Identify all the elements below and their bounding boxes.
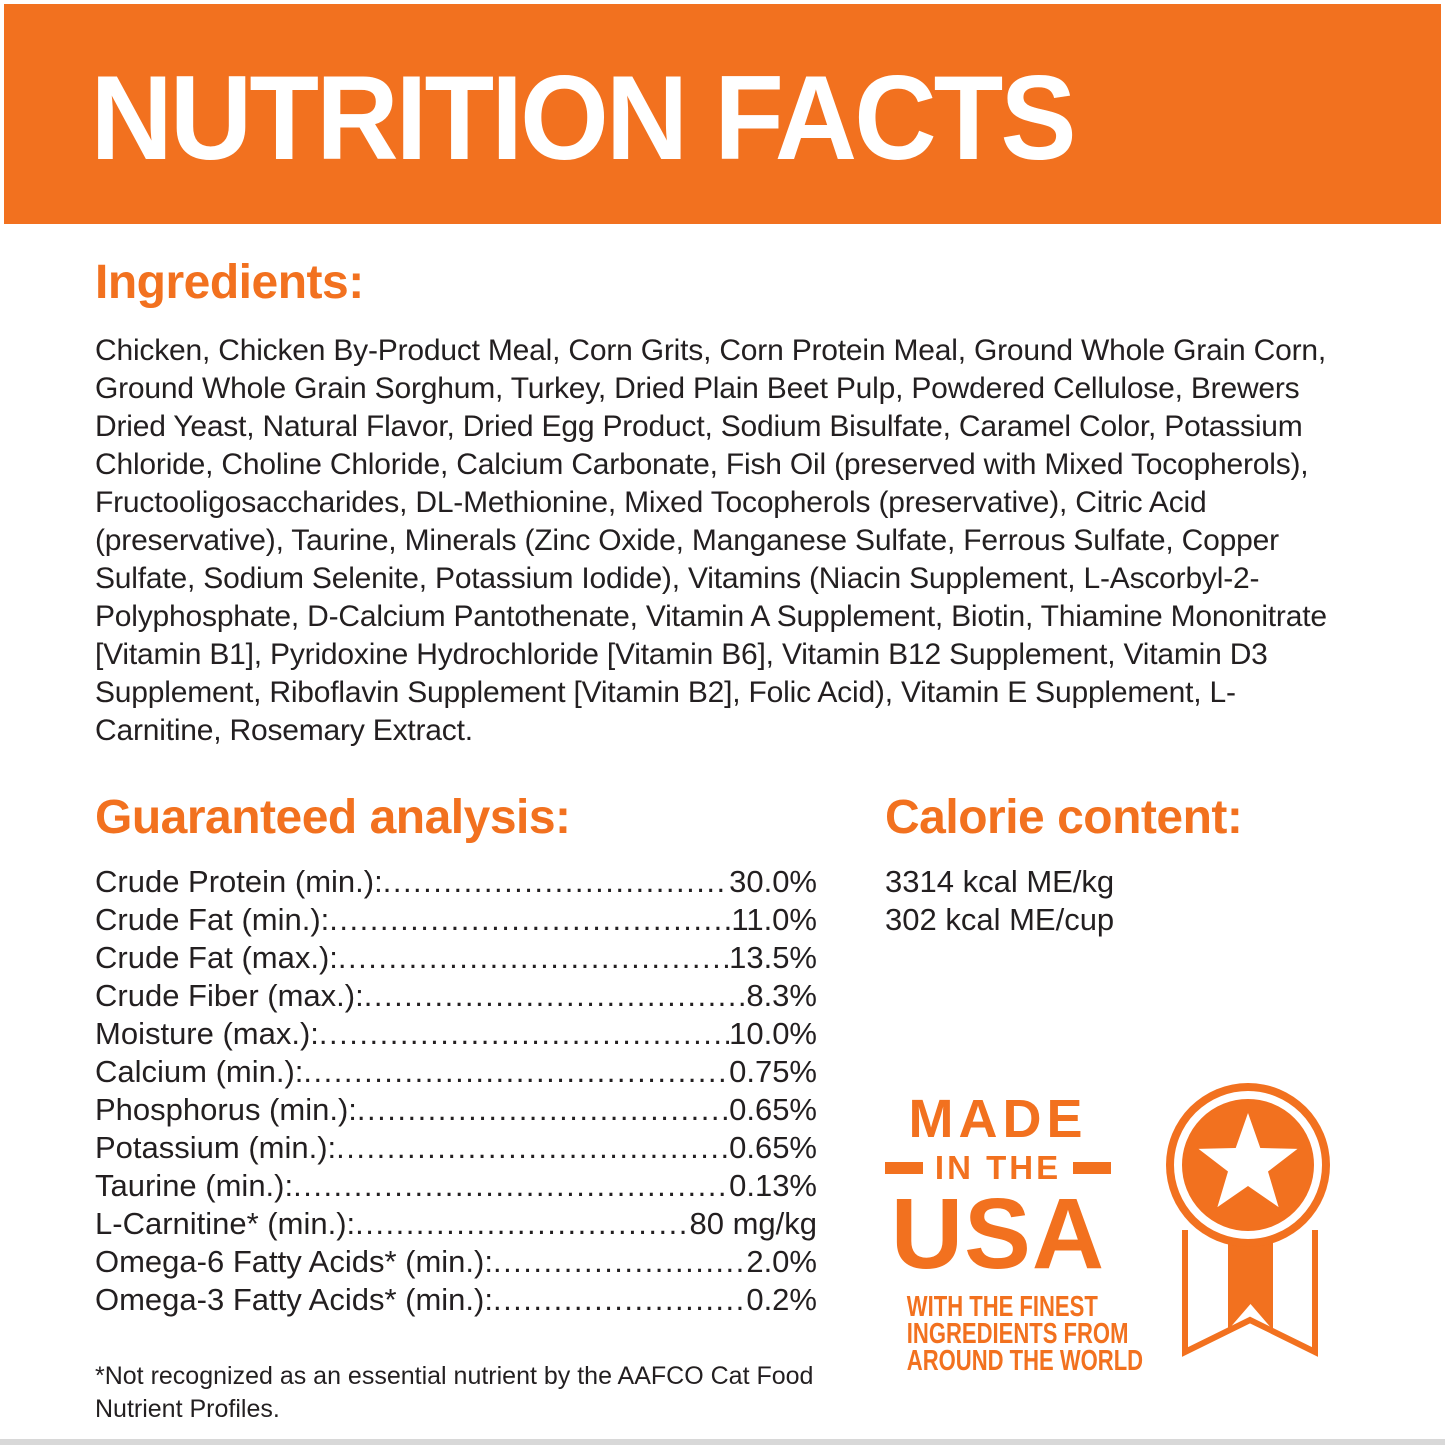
dot-leader xyxy=(357,1091,729,1129)
ingredients-heading: Ingredients: xyxy=(95,256,364,309)
analysis-row: Omega-3 Fatty Acids* (min.): 0.2% xyxy=(95,1281,817,1319)
analysis-value: 0.13% xyxy=(729,1168,817,1203)
analysis-label: Crude Fiber (max.): xyxy=(95,978,364,1013)
in-the-label: IN THE xyxy=(934,1149,1062,1186)
analysis-value: 0.65% xyxy=(729,1092,817,1127)
page-title: NUTRITION FACTS xyxy=(90,51,1076,185)
analysis-row: Crude Protein (min.): 30.0% xyxy=(95,863,817,901)
header-banner: NUTRITION FACTS xyxy=(4,4,1441,224)
analysis-value: 8.3% xyxy=(746,978,817,1013)
analysis-label: Crude Fat (max.): xyxy=(95,940,338,975)
analysis-label: L-Carnitine* (min.): xyxy=(95,1206,356,1241)
analysis-row: Taurine (min.): 0.13% xyxy=(95,1167,817,1205)
analysis-row: Moisture (max.): 10.0% xyxy=(95,1015,817,1053)
analysis-row: Omega-6 Fatty Acids* (min.): 2.0% xyxy=(95,1243,817,1281)
guaranteed-analysis-table: Crude Protein (min.): 30.0% Crude Fat (m… xyxy=(95,863,817,1319)
analysis-label: Crude Protein (min.): xyxy=(95,864,383,899)
dot-leader xyxy=(355,1205,689,1243)
calorie-content-values: 3314 kcal ME/kg 302 kcal ME/cup xyxy=(885,863,1114,939)
analysis-label: Moisture (max.): xyxy=(95,1016,319,1051)
calorie-content-heading: Calorie content: xyxy=(885,791,1243,844)
dot-leader xyxy=(493,1281,746,1319)
ribbon-center-strip xyxy=(1228,1230,1273,1330)
analysis-label: Phosphorus (min.): xyxy=(95,1092,357,1127)
analysis-row: Crude Fat (max.): 13.5% xyxy=(95,939,817,977)
analysis-row: Crude Fiber (max.): 8.3% xyxy=(95,977,817,1015)
tagline-line: WITH THE FINEST xyxy=(906,1291,1098,1323)
dot-leader xyxy=(364,977,747,1015)
usa-tagline: WITH THE FINEST INGREDIENTS FROM AROUND … xyxy=(878,1291,1144,1377)
tagline-line: AROUND THE WORLD xyxy=(906,1345,1144,1377)
dot-leader xyxy=(293,1167,729,1205)
analysis-value: 10.0% xyxy=(729,1016,817,1051)
calorie-value: 3314 kcal ME/kg xyxy=(885,864,1115,899)
ingredients-text: Chicken, Chicken By-Product Meal, Corn G… xyxy=(95,334,1327,747)
analysis-row: L-Carnitine* (min.): 80 mg/kg xyxy=(95,1205,817,1243)
analysis-row: Potassium (min.): 0.65% xyxy=(95,1129,817,1167)
analysis-value: 80 mg/kg xyxy=(689,1206,817,1241)
made-in-usa-badge: MADE IN THE USA WITH THE FINEST INGREDIE… xyxy=(878,1089,1144,1377)
dot-leader xyxy=(338,939,729,977)
analysis-value: 0.75% xyxy=(729,1054,817,1089)
analysis-label: Crude Fat (min.): xyxy=(95,902,330,937)
dot-leader xyxy=(336,1129,729,1167)
analysis-label: Omega-3 Fatty Acids* (min.): xyxy=(95,1282,493,1317)
analysis-value: 11.0% xyxy=(731,902,817,937)
dash-right-icon xyxy=(1073,1161,1112,1174)
analysis-value: 2.0% xyxy=(746,1244,817,1279)
analysis-label: Potassium (min.): xyxy=(95,1130,337,1165)
analysis-value: 0.2% xyxy=(746,1282,817,1317)
analysis-label: Calcium (min.): xyxy=(95,1054,304,1089)
dot-leader xyxy=(319,1015,729,1053)
guaranteed-analysis-heading: Guaranteed analysis: xyxy=(95,791,571,844)
analysis-value: 13.5% xyxy=(729,940,817,975)
in-the-row: IN THE xyxy=(878,1151,1118,1184)
award-ribbon-star-icon xyxy=(1166,1083,1330,1357)
analysis-value: 30.0% xyxy=(729,864,817,899)
footnote: *Not recognized as an essential nutrient… xyxy=(95,1362,814,1423)
analysis-row: Phosphorus (min.): 0.65% xyxy=(95,1091,817,1129)
analysis-row: Calcium (min.): 0.75% xyxy=(95,1053,817,1091)
calorie-value: 302 kcal ME/cup xyxy=(885,902,1115,937)
bottom-edge-strip xyxy=(0,1439,1445,1445)
analysis-row: Crude Fat (min.): 11.0% xyxy=(95,901,817,939)
analysis-value: 0.65% xyxy=(729,1130,817,1165)
analysis-label: Taurine (min.): xyxy=(95,1168,294,1203)
made-label: MADE xyxy=(908,1089,1088,1149)
dot-leader xyxy=(303,1053,729,1091)
medal-ring xyxy=(1174,1091,1322,1239)
usa-label: USA xyxy=(890,1178,1106,1290)
dot-leader xyxy=(329,901,731,939)
tagline-line: INGREDIENTS FROM xyxy=(906,1318,1129,1350)
dot-leader xyxy=(383,863,729,901)
dot-leader xyxy=(493,1243,746,1281)
star-icon xyxy=(1198,1113,1298,1208)
analysis-label: Omega-6 Fatty Acids* (min.): xyxy=(95,1244,493,1279)
dash-left-icon xyxy=(884,1161,923,1174)
